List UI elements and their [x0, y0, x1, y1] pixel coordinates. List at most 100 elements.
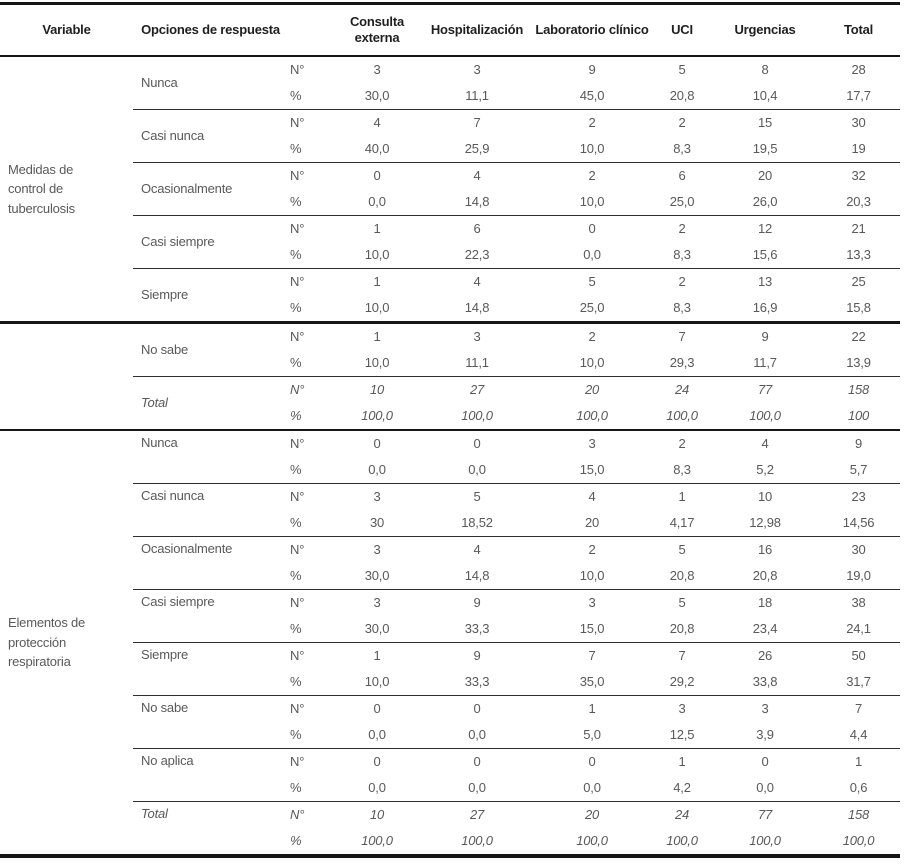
value-cell: 45,0	[533, 83, 651, 110]
option-label: Siempre	[133, 268, 288, 324]
table-row: Casi siempre N° 1 6 0 2 12 21	[0, 215, 900, 269]
table-row: Total N° 10 27 20 24 77 158	[0, 802, 900, 829]
value-cell: 4,17	[651, 510, 713, 537]
value-cell: 3	[588, 435, 596, 451]
value-cell: 22	[851, 328, 866, 344]
value-cell: 6	[678, 167, 686, 183]
value-cell: 0,0	[533, 242, 651, 269]
measure-label-pct: %	[288, 189, 333, 216]
value-cell: 10,0	[333, 669, 421, 696]
value-cell: 13	[757, 273, 773, 289]
value-cell: 3	[373, 541, 381, 557]
value-cell: 4,4	[817, 722, 900, 749]
section-medidas-summary-block: No sabe N° 1 3 2 7 9 22% 10,0 11,1 10,0 29,3 11,7 13,…	[0, 322, 900, 431]
table-row: % 10,0 14,8 25,0 8,3 16,9 15,8	[0, 295, 900, 324]
value-cell: 0,0	[333, 722, 421, 749]
value-cell: 25,9	[421, 136, 533, 163]
option-label: Total	[133, 376, 288, 431]
value-cell: 18,52	[421, 510, 533, 537]
table-row: % 0,0 0,0 15,0 8,3 5,2 5,7	[0, 457, 900, 484]
variable-cell: Medidas de control de tuberculosis	[0, 56, 133, 324]
table-row: % 30,0 33,3 15,0 20,8 23,4 24,1	[0, 616, 900, 643]
value-cell: 9	[473, 594, 481, 610]
value-cell: 0	[761, 753, 769, 769]
value-cell: 0,0	[421, 775, 533, 802]
value-cell: 23	[851, 488, 866, 504]
value-cell: 5	[588, 273, 596, 289]
value-cell: 25	[851, 273, 866, 289]
value-cell: 20	[533, 510, 651, 537]
column-header-laboratorio-clinico: Laboratorio clínico	[533, 3, 651, 57]
value-cell: 0,0	[333, 457, 421, 484]
measure-label-n: N°	[290, 594, 305, 610]
value-cell: 22,3	[421, 242, 533, 269]
value-cell: 15,0	[533, 616, 651, 643]
option-label: No aplica	[133, 748, 288, 802]
value-cell: 12	[757, 220, 773, 236]
measure-label-pct: %	[288, 510, 333, 537]
value-cell: 33,3	[421, 669, 533, 696]
value-cell: 0,0	[421, 457, 533, 484]
value-cell: 2	[588, 114, 596, 130]
column-header-uci: UCI	[651, 3, 713, 57]
table-row: Elementos de protección respiratoria Nunc…	[0, 430, 900, 669]
value-cell: 28	[851, 61, 866, 77]
value-cell: 1	[373, 647, 381, 663]
value-cell: 77	[757, 806, 773, 822]
measure-label-pct: %	[290, 832, 302, 848]
value-cell: 14,8	[421, 295, 533, 324]
option-label: Casi siempre	[133, 215, 288, 269]
value-cell: 2	[588, 541, 596, 557]
column-header-hospitalizacion: Hospitalización	[421, 3, 533, 57]
value-cell: 5	[678, 594, 686, 610]
option-label: Casi nunca	[133, 483, 288, 537]
value-cell: 19,0	[817, 563, 900, 590]
value-cell: 24	[674, 381, 690, 397]
section-medidas-main-block: Medidas de control de tuberculosis Nunca N…	[0, 56, 900, 324]
table-row: % 40,0 25,9 10,0 8,3 19,5 19	[0, 136, 900, 163]
measure-label-pct: %	[288, 563, 333, 590]
value-cell: 3,9	[713, 722, 817, 749]
table-row: Casi siempre N° 3 9 3 5 18 38	[0, 589, 900, 643]
value-cell: 30	[851, 541, 866, 557]
value-cell: 3	[473, 328, 481, 344]
value-cell: 25,0	[533, 295, 651, 324]
value-cell: 0,0	[533, 775, 651, 802]
table-row: Total N° 10 27 20 24 77 158	[0, 376, 900, 431]
value-cell: 0	[473, 435, 481, 451]
value-cell: 30	[333, 510, 421, 537]
value-cell: 4,2	[651, 775, 713, 802]
value-cell: 27	[469, 381, 485, 397]
measure-label-pct: %	[288, 722, 333, 749]
measure-label-n: N°	[290, 381, 305, 397]
value-cell: 20,8	[651, 616, 713, 643]
value-cell: 4	[473, 167, 481, 183]
table-row: Ocasionalmente N° 0 4 2 6 20 32	[0, 162, 900, 216]
value-cell: 29,2	[651, 669, 713, 696]
value-cell: 32	[851, 167, 866, 183]
measure-label-n: N°	[290, 273, 305, 289]
measure-label-pct: %	[288, 136, 333, 163]
value-cell: 27	[469, 806, 485, 822]
measure-label-n: N°	[290, 328, 305, 344]
value-cell: 11,1	[421, 83, 533, 110]
column-header-variable: Variable	[0, 3, 133, 57]
value-cell: 31,7	[817, 669, 900, 696]
value-cell: 33,3	[421, 616, 533, 643]
value-cell: 11,7	[713, 350, 817, 377]
table-row: Casi nunca N° 4 7 2 2 15 30	[0, 109, 900, 163]
table-row: Siempre N° 1 4 5 2 13 25	[0, 268, 900, 324]
value-cell: 0	[588, 220, 596, 236]
value-cell: 5	[678, 61, 686, 77]
value-cell: 4	[761, 435, 769, 451]
measure-label-n: N°	[290, 61, 305, 77]
value-cell: 7	[678, 328, 686, 344]
measure-label-n: N°	[290, 541, 305, 557]
value-cell: 5	[473, 488, 481, 504]
value-cell: 6	[473, 220, 481, 236]
value-cell: 20	[584, 381, 600, 397]
measure-label-n: N°	[290, 647, 305, 663]
value-cell: 0	[473, 700, 481, 716]
table-row: Casi nunca N° 3 5 4 1 10 23	[0, 483, 900, 537]
value-cell: 26,0	[713, 189, 817, 216]
